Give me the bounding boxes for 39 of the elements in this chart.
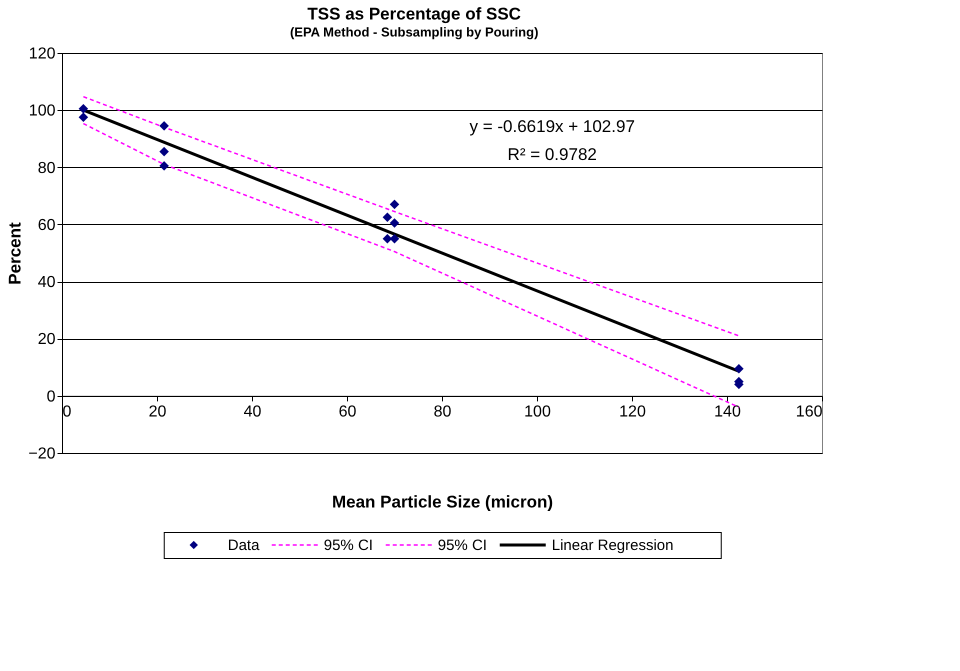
chart-title: TSS as Percentage of SSC	[307, 4, 521, 24]
point	[390, 200, 400, 210]
legend-label: 95% CI	[324, 537, 373, 554]
x-tick-label: 100	[524, 403, 551, 420]
point	[159, 146, 169, 156]
y-tick-label: 20	[38, 331, 56, 348]
y-tick-label: 40	[38, 274, 56, 292]
annotation: R² = 0.9782	[508, 145, 597, 164]
point	[382, 212, 392, 222]
x-tick-label: 40	[244, 403, 262, 420]
y-tick-label: 0	[46, 388, 56, 406]
x-tick-label: 140	[714, 403, 741, 420]
y-tick-label: 80	[38, 160, 56, 177]
line-series	[82, 96, 740, 337]
y-tick-label: −20	[28, 446, 56, 462]
annotation: y = -0.6619x + 102.97	[469, 117, 635, 136]
point	[390, 218, 400, 228]
x-tick-label: 120	[619, 403, 646, 420]
point	[382, 234, 392, 244]
x-tick-label: 60	[338, 403, 356, 420]
x-tick-label: 80	[434, 403, 452, 420]
x-tick-label: 0	[62, 403, 72, 420]
x-tick-label: 20	[148, 403, 166, 420]
chart-subtitle: (EPA Method - Subsampling by Pouring)	[290, 24, 538, 40]
point	[734, 364, 744, 374]
point	[390, 234, 400, 244]
y-tick-label: 60	[38, 216, 56, 234]
point	[159, 161, 169, 171]
x-tick-label: 160	[796, 403, 823, 420]
y-axis-title: Percent	[5, 222, 24, 285]
point	[78, 112, 88, 122]
legend-label: 95% CI	[438, 537, 487, 554]
legend-label: Data	[228, 537, 260, 554]
point	[159, 121, 169, 131]
y-tick-label: 120	[28, 46, 56, 62]
legend-label: Linear Regression	[552, 537, 674, 554]
x-axis-title: Mean Particle Size (micron)	[332, 492, 554, 512]
point	[78, 104, 88, 114]
y-tick-label: 100	[28, 102, 56, 120]
